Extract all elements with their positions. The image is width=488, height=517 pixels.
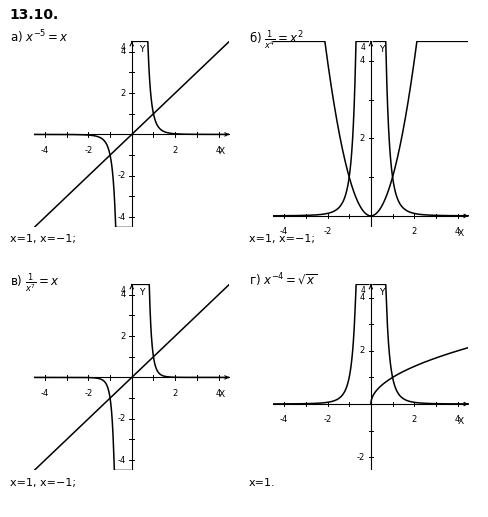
Text: -2: -2 <box>118 414 126 423</box>
Text: 4: 4 <box>216 146 221 155</box>
Text: 4: 4 <box>360 293 365 302</box>
Text: 4: 4 <box>455 415 460 424</box>
Text: X: X <box>458 229 464 238</box>
Text: 2: 2 <box>412 227 417 236</box>
Text: 2: 2 <box>173 389 178 398</box>
Text: в) $\frac{1}{x^7}=x$: в) $\frac{1}{x^7}=x$ <box>10 271 59 295</box>
Text: x=1.: x=1. <box>249 478 276 488</box>
Text: Y: Y <box>379 45 384 54</box>
Text: x=1, x=−1;: x=1, x=−1; <box>10 478 76 488</box>
Text: -4: -4 <box>280 227 288 236</box>
Text: -4: -4 <box>41 146 49 155</box>
Text: а) $x^{-5}=x$: а) $x^{-5}=x$ <box>10 28 69 46</box>
Text: 4: 4 <box>360 286 365 295</box>
Text: 13.10.: 13.10. <box>10 8 59 22</box>
Text: Y: Y <box>140 288 145 297</box>
Text: 2: 2 <box>121 331 126 341</box>
Text: -2: -2 <box>324 227 332 236</box>
Text: -2: -2 <box>84 389 93 398</box>
Text: X: X <box>458 417 464 426</box>
Text: -2: -2 <box>324 415 332 424</box>
Text: Y: Y <box>140 45 145 54</box>
Text: -2: -2 <box>84 146 93 155</box>
Text: -2: -2 <box>357 453 365 462</box>
Text: б) $\frac{1}{x^4}=x^2$: б) $\frac{1}{x^4}=x^2$ <box>249 28 304 52</box>
Text: г) $x^{-4}=\sqrt{x}$: г) $x^{-4}=\sqrt{x}$ <box>249 271 317 289</box>
Text: Y: Y <box>379 288 384 297</box>
Text: 2: 2 <box>360 134 365 143</box>
Text: x=1, x=−1;: x=1, x=−1; <box>10 234 76 244</box>
Text: 4: 4 <box>121 286 126 295</box>
Text: 4: 4 <box>216 389 221 398</box>
Text: 2: 2 <box>360 346 365 355</box>
Text: X: X <box>219 390 224 400</box>
Text: 2: 2 <box>173 146 178 155</box>
Text: X: X <box>219 147 224 157</box>
Text: 4: 4 <box>455 227 460 236</box>
Text: 4: 4 <box>121 290 126 299</box>
Text: -4: -4 <box>118 212 126 222</box>
Text: -4: -4 <box>280 415 288 424</box>
Text: 4: 4 <box>121 47 126 56</box>
Text: 2: 2 <box>412 415 417 424</box>
Text: -4: -4 <box>41 389 49 398</box>
Text: 2: 2 <box>121 88 126 98</box>
Text: -4: -4 <box>118 455 126 465</box>
Text: x=1, x=−1;: x=1, x=−1; <box>249 234 315 244</box>
Text: 4: 4 <box>360 43 365 52</box>
Text: -2: -2 <box>118 171 126 180</box>
Text: 4: 4 <box>121 43 126 52</box>
Text: 4: 4 <box>360 56 365 65</box>
